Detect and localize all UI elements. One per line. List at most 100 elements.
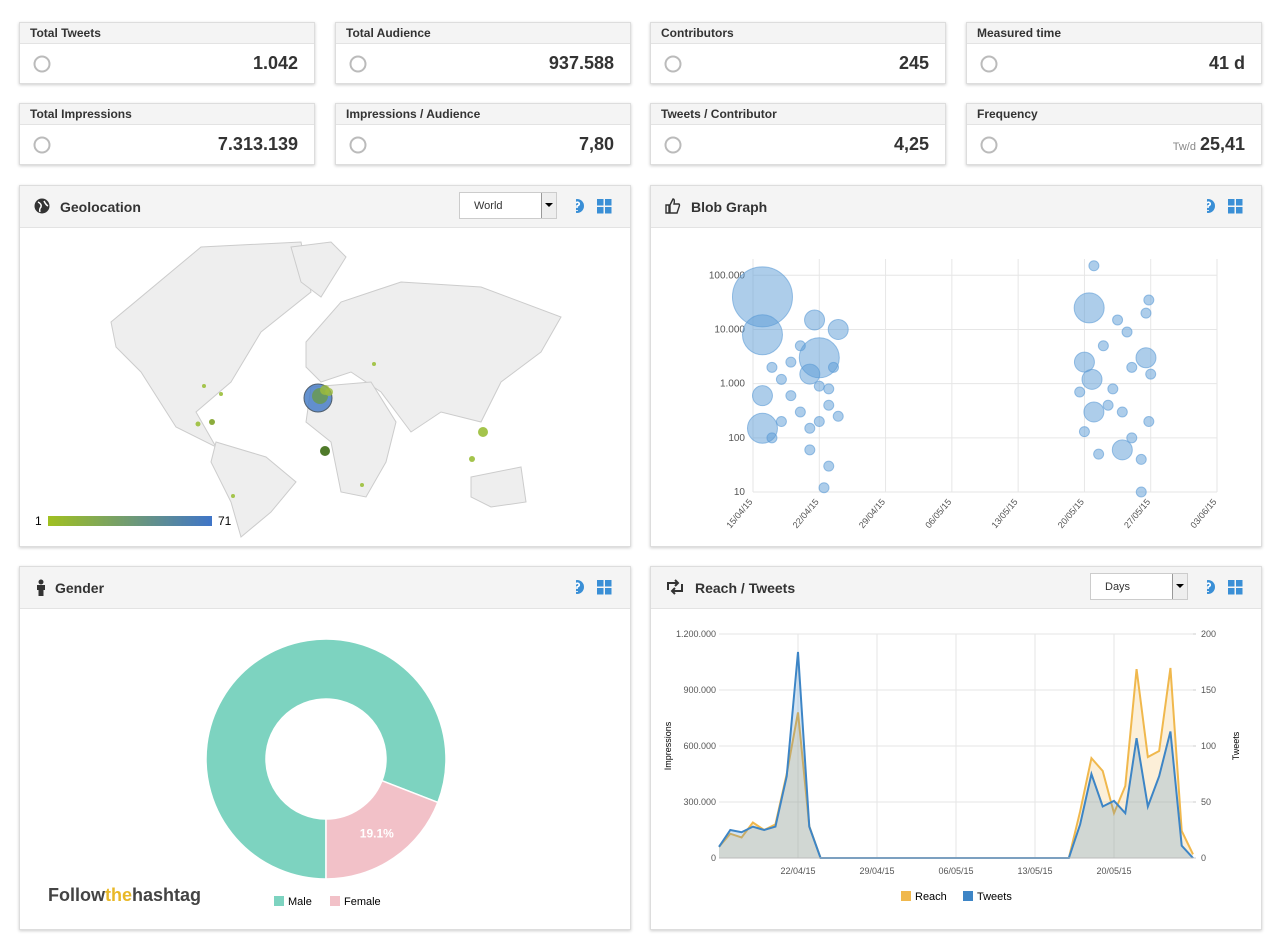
panel-header: Gender xyxy=(20,567,630,609)
stat-unit: Tw/d xyxy=(1172,141,1196,153)
legend-swatch xyxy=(274,896,284,906)
icon-shape xyxy=(349,136,367,154)
icon-shape xyxy=(664,136,682,154)
bubble xyxy=(1097,340,1109,352)
icon-shape xyxy=(664,55,682,73)
stat-card: Frequency Tw/d 25,41 xyxy=(966,103,1262,165)
stat-icon xyxy=(980,136,998,154)
x-tick-label: 22/04/15 xyxy=(791,497,821,530)
stat-icon xyxy=(349,136,367,154)
bubble xyxy=(775,373,787,385)
donut-slice xyxy=(325,779,439,880)
bubble xyxy=(1081,368,1103,390)
panel-header: Reach / Tweets Days xyxy=(651,567,1261,609)
data-label: 19.1% xyxy=(360,826,394,840)
bubble xyxy=(799,363,821,385)
bubble xyxy=(813,416,825,428)
stat-icon xyxy=(349,55,367,73)
stat-number: 937.588 xyxy=(548,53,614,73)
bubble xyxy=(804,422,816,434)
stat-card: Total Impressions 7.313.139 xyxy=(19,103,315,165)
bubble xyxy=(804,309,826,331)
continents xyxy=(110,241,562,538)
bubble xyxy=(1135,347,1157,369)
bubble xyxy=(1111,439,1133,461)
x-tick-label: 06/05/15 xyxy=(923,497,953,530)
x-tick-label: 13/05/15 xyxy=(1017,866,1052,876)
stat-card: Total Audience 937.588 xyxy=(335,22,631,84)
bubble xyxy=(1143,416,1155,428)
logo-part: hashtag xyxy=(132,885,201,905)
stat-icon xyxy=(980,55,998,73)
panel-title: Blob Graph xyxy=(691,199,768,215)
y2-axis-label: Tweets xyxy=(1231,731,1241,760)
logo: Followthehashtag xyxy=(48,885,201,905)
region-select[interactable]: World xyxy=(459,192,557,219)
stat-number: 245 xyxy=(898,53,929,73)
panel-tools[interactable] xyxy=(576,579,612,595)
bubble xyxy=(827,361,839,373)
reach-chart: 0 300.000 600.000 900.000 1.200.000 0 50 100 150… xyxy=(663,629,1241,903)
select-value: World xyxy=(474,200,503,212)
scale-max: 71 xyxy=(218,514,232,528)
panel-tools[interactable] xyxy=(1207,198,1243,214)
icon-shape xyxy=(33,136,51,154)
bubble xyxy=(1102,399,1114,411)
legend-label: Female xyxy=(344,896,381,908)
panel-title: Gender xyxy=(55,580,105,596)
blob-panel: Blob Graph 10 100 1.000 10.000 100.000 15/04/… xyxy=(650,185,1262,547)
x-tick-label: 22/04/15 xyxy=(780,866,815,876)
bubble xyxy=(1140,307,1152,319)
y-tick-label: 1.200.000 xyxy=(676,629,716,639)
x-tick-label: 15/04/15 xyxy=(724,497,754,530)
period-select[interactable]: Days xyxy=(1090,573,1188,600)
legend-label: Reach xyxy=(915,891,947,903)
stat-number: 7.313.139 xyxy=(217,134,298,154)
panel-header: Blob Graph xyxy=(651,186,1261,228)
stat-label: Frequency xyxy=(967,104,1261,125)
bubble xyxy=(1143,294,1155,306)
thumb-icon xyxy=(665,198,681,214)
bubble xyxy=(1126,432,1138,444)
icon-shape xyxy=(980,136,998,154)
stat-label: Contributors xyxy=(651,23,945,44)
data-label: 80.9% xyxy=(228,628,262,642)
y2-tick-label: 50 xyxy=(1201,797,1211,807)
x-tick-label: 13/05/15 xyxy=(989,497,1019,530)
bubble xyxy=(1135,486,1147,498)
stat-value: 937.588 xyxy=(549,53,614,74)
bubble xyxy=(766,432,778,444)
retweet-icon xyxy=(667,579,683,595)
bubble xyxy=(832,410,844,422)
panel-tools[interactable] xyxy=(1207,579,1243,595)
x-tick-label: 29/04/15 xyxy=(859,866,894,876)
stat-card: Contributors 245 xyxy=(650,22,946,84)
bubble xyxy=(823,383,835,395)
panel-tools[interactable] xyxy=(576,198,612,214)
stat-number: 4,25 xyxy=(893,134,929,154)
stat-label: Total Impressions xyxy=(20,104,314,125)
legend-swatch xyxy=(330,896,340,906)
y2-tick-label: 150 xyxy=(1201,685,1216,695)
stat-label: Measured time xyxy=(967,23,1261,44)
location-dots xyxy=(195,362,488,498)
area xyxy=(719,651,1193,858)
legend-label: Tweets xyxy=(977,891,1012,903)
stat-label: Tweets / Contributor xyxy=(651,104,945,125)
stat-icon xyxy=(33,136,51,154)
panel-header: Geolocation World xyxy=(20,186,630,228)
x-tick-label: 29/04/15 xyxy=(857,497,887,530)
bubble xyxy=(741,314,783,356)
stat-card: Impressions / Audience 7,80 xyxy=(335,103,631,165)
y-tick-label: 900.000 xyxy=(683,685,716,695)
y-tick-label: 100.000 xyxy=(709,270,746,281)
y-axis-label: Impressions xyxy=(663,721,673,770)
gender-chart: Followthehashtag 80.9% Male 19.1% Female xyxy=(48,628,447,908)
bubble xyxy=(827,318,849,340)
panel-title: Reach / Tweets xyxy=(695,580,796,596)
stat-label: Impressions / Audience xyxy=(336,104,630,125)
stat-value: 7,80 xyxy=(579,134,614,155)
bubble xyxy=(1116,406,1128,418)
legend-swatch xyxy=(963,891,973,901)
stat-icon xyxy=(664,136,682,154)
